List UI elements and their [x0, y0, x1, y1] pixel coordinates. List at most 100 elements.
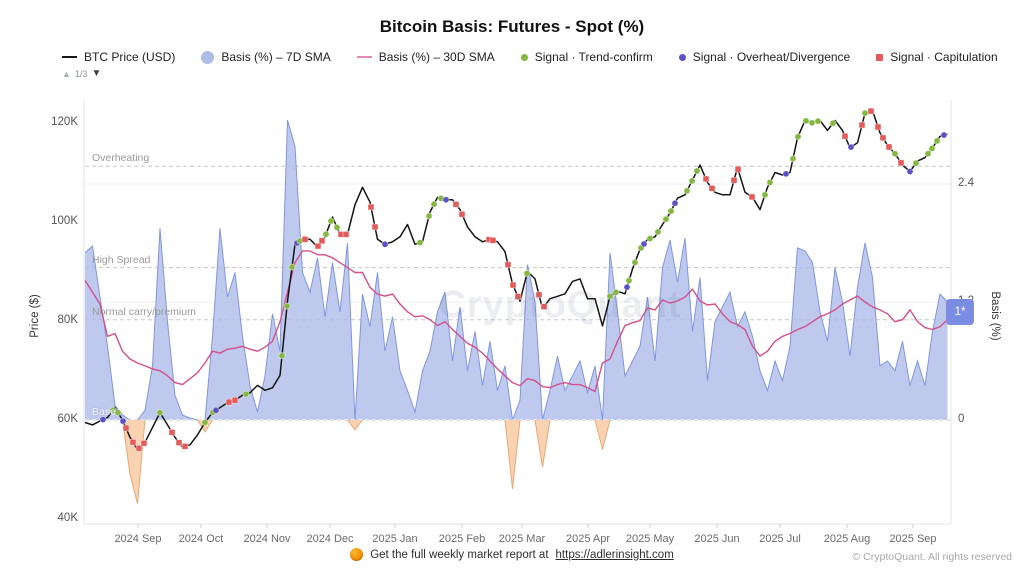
signal-capitulation-marker	[122, 424, 130, 432]
x-axis-tick-month: 2025 Jun	[694, 533, 740, 545]
signal-capitulation-marker	[135, 444, 143, 452]
threshold-label: Base	[92, 406, 116, 418]
signal-trend-marker	[283, 302, 291, 310]
signal-overheat-marker	[623, 283, 631, 291]
y-axis-tick-price: 120K	[51, 116, 78, 128]
legend-item-signal-trend[interactable]: Signal · Trend-confirm	[520, 50, 653, 64]
signal-capitulation-marker	[489, 236, 497, 244]
signal-trend-marker	[606, 292, 614, 300]
copyright-text: © CryptoQuant. All rights reserved	[852, 551, 1012, 563]
signal-capitulation-marker	[540, 303, 548, 310]
signal-capitulation-marker	[897, 159, 905, 167]
signal-trend-marker	[802, 117, 810, 125]
signal-capitulation-marker	[181, 443, 189, 450]
signal-trend-marker	[278, 352, 286, 360]
signal-capitulation-marker	[885, 143, 893, 151]
signal-overheat-marker	[940, 131, 948, 139]
signal-capitulation-marker	[702, 175, 710, 183]
footer-link[interactable]: https://adlerinsight.com	[555, 548, 674, 561]
signal-capitulation-marker	[879, 134, 887, 142]
signal-capitulation-marker	[867, 107, 875, 115]
threshold-label: High Spread	[92, 253, 151, 266]
signal-capitulation-marker	[175, 439, 183, 446]
signal-capitulation-marker	[129, 438, 137, 446]
green-dot-swatch-icon	[520, 53, 528, 61]
signal-capitulation-marker	[168, 429, 176, 436]
signal-capitulation-marker	[535, 291, 543, 299]
signal-trend-marker	[288, 263, 296, 271]
signal-overheat-marker	[442, 196, 450, 204]
signal-trend-marker	[933, 137, 941, 145]
x-axis-tick-month: 2025 Mar	[498, 533, 546, 545]
legend-label: Basis (%) – 30D SMA	[378, 50, 495, 64]
signal-capitulation-marker	[730, 176, 738, 184]
signal-capitulation-marker	[225, 398, 233, 406]
signal-trend-marker	[861, 109, 869, 117]
signal-capitulation-marker	[452, 200, 460, 208]
signal-trend-marker	[646, 235, 654, 242]
page-title: Bitcoin Basis: Futures - Spot (%)	[379, 17, 645, 36]
basis-7d-edge	[84, 119, 948, 421]
legend-item-signal-overheat[interactable]: Signal · Overheat/Divergence	[678, 50, 851, 64]
x-axis-tick-month: 2025 Jul	[759, 533, 801, 545]
signal-capitulation-marker	[318, 237, 326, 245]
signal-overheat-marker	[782, 170, 790, 178]
signal-trend-marker	[688, 177, 696, 185]
pager-up-icon[interactable]: ▲	[62, 68, 71, 79]
footer-text: Get the full weekly market report at	[370, 548, 549, 561]
legend-item-basis-7d[interactable]: Basis (%) – 7D SMA	[201, 50, 331, 64]
footer-banner: Get the full weekly market report at htt…	[0, 548, 1024, 561]
signal-overheat-marker	[640, 240, 648, 248]
signal-trend-marker	[814, 117, 822, 125]
signal-trend-marker	[612, 288, 620, 296]
signal-trend-marker	[523, 270, 531, 277]
signal-trend-marker	[333, 223, 341, 231]
x-axis-tick-month: 2024 Dec	[306, 533, 354, 545]
x-axis-tick-month: 2024 Sep	[114, 533, 162, 545]
signal-capitulation-marker	[858, 121, 866, 129]
x-axis-tick-month: 2025 Sep	[889, 533, 937, 545]
y-axis-tick-basis: 2.4	[958, 177, 974, 189]
pager-down-icon[interactable]: ▼	[91, 68, 102, 79]
signal-trend-marker	[766, 178, 774, 186]
legend-label: Signal · Capitulation	[890, 50, 998, 64]
x-axis-tick-month: 2025 Jan	[372, 533, 418, 545]
legend-item-signal-capitulation[interactable]: Signal · Capitulation	[876, 50, 998, 64]
current-value-badge: 1*	[946, 299, 974, 325]
signal-trend-marker	[114, 409, 122, 417]
black-line-swatch-icon	[62, 56, 77, 58]
signal-capitulation-marker	[841, 132, 849, 140]
signal-trend-marker	[829, 119, 837, 127]
legend-item-btc-price[interactable]: BTC Price (USD)	[62, 50, 175, 64]
threshold-label: Overheating	[92, 152, 150, 165]
x-axis-tick-month: 2024 Nov	[243, 533, 291, 545]
signal-capitulation-marker	[342, 231, 350, 238]
pager-page-indicator: 1/3	[74, 68, 88, 79]
legend-item-basis-30d[interactable]: Basis (%) – 30D SMA	[356, 50, 495, 64]
signal-trend-marker	[924, 150, 932, 158]
signal-capitulation-marker	[708, 184, 716, 192]
signal-trend-marker	[327, 217, 335, 225]
signal-trend-marker	[156, 409, 164, 417]
y-axis-tick-price: 40K	[57, 512, 78, 524]
signal-capitulation-marker	[748, 193, 756, 201]
signal-trend-marker	[242, 390, 250, 398]
legend-label: Basis (%) – 7D SMA	[221, 50, 331, 64]
signal-overheat-marker	[119, 417, 127, 425]
signal-capitulation-marker	[514, 293, 522, 300]
signal-trend-marker	[761, 191, 769, 199]
chart-legend: BTC Price (USD) Basis (%) – 7D SMA Basis…	[62, 50, 998, 64]
signal-capitulation-marker	[314, 242, 322, 250]
signal-capitulation-marker	[509, 281, 517, 289]
legend-label: Signal · Trend-confirm	[534, 50, 653, 64]
signal-overheat-marker	[847, 143, 855, 151]
signal-capitulation-marker	[734, 165, 742, 173]
legend-label: Signal · Overheat/Divergence	[692, 50, 851, 64]
signal-capitulation-marker	[504, 261, 512, 268]
x-axis-tick-month: 2025 Aug	[823, 533, 871, 545]
signal-trend-marker	[693, 167, 701, 175]
signal-trend-marker	[928, 144, 936, 152]
pink-line-swatch-icon	[356, 56, 372, 58]
signal-trend-marker	[416, 239, 424, 247]
